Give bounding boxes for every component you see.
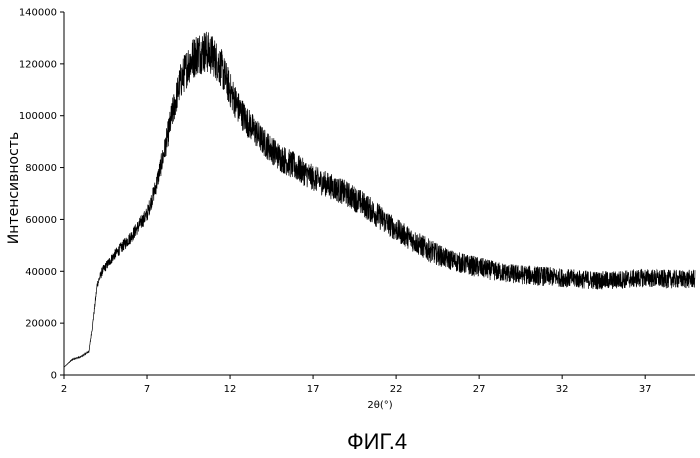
y-tick-label: 0 — [51, 371, 57, 382]
x-tick-label: 7 — [144, 384, 150, 395]
y-tick-label: 140000 — [19, 8, 57, 19]
series-line — [64, 32, 695, 367]
y-tick-label: 80000 — [25, 163, 57, 174]
y-tick-label: 20000 — [25, 319, 57, 330]
plot-area — [64, 32, 695, 367]
x-tick-label: 12 — [224, 384, 237, 395]
x-axis-label: 2θ(°) — [367, 400, 392, 411]
y-tick-label: 40000 — [25, 267, 57, 278]
y-axis: 0 20000 40000 60000 80000 100000 120000 140000 — [19, 8, 64, 382]
y-tick-label: 100000 — [19, 111, 57, 122]
figure-caption: ФИГ.4 — [347, 429, 407, 454]
y-tick-label: 120000 — [19, 59, 57, 70]
x-tick-label: 37 — [639, 384, 652, 395]
x-tick-label: 22 — [390, 384, 403, 395]
x-tick-label: 32 — [556, 384, 569, 395]
y-tick-label: 60000 — [25, 215, 57, 226]
x-tick-label: 17 — [307, 384, 320, 395]
x-axis: 27121722273237 — [61, 375, 695, 395]
y-axis-label: Интенсивность — [6, 132, 22, 244]
x-tick-label: 2 — [61, 384, 67, 395]
x-tick-label: 27 — [473, 384, 486, 395]
